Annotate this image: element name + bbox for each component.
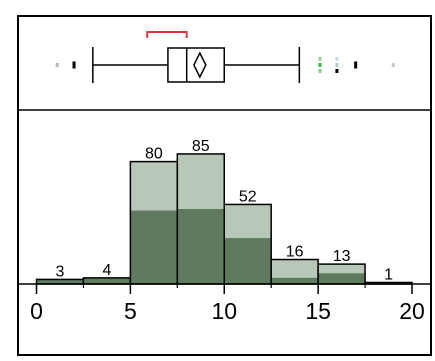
bar-count-label: 1 (384, 266, 393, 283)
outlier-point[interactable] (318, 57, 322, 61)
outlier-point[interactable] (318, 63, 322, 67)
x-axis-tick-label: 5 (124, 298, 137, 324)
chart-frame (17, 15, 432, 356)
outlier-point[interactable] (335, 63, 339, 67)
histogram-bar-selected[interactable] (130, 210, 178, 284)
bar-count-label: 4 (102, 262, 111, 279)
histogram-bar-selected[interactable] (83, 277, 131, 284)
bar-count-label: 3 (56, 263, 65, 280)
mean-diamond (193, 51, 207, 79)
bar-labels: 3 4 80 85 52 16 13 1 (56, 138, 394, 284)
outlier-point[interactable] (391, 63, 395, 67)
shortest-half-bracket (146, 31, 188, 38)
histogram-bar-selected[interactable] (177, 209, 225, 284)
histogram-bars[interactable] (35, 153, 413, 285)
outlier-point[interactable] (55, 63, 59, 67)
x-axis-tick-label: 0 (30, 298, 43, 324)
bar-count-label: 80 (145, 146, 163, 163)
outlier-point[interactable] (335, 57, 339, 61)
bar-count-label: 52 (239, 188, 257, 205)
histogram-bar-selected[interactable] (224, 238, 272, 284)
x-axis-tick-label: 10 (211, 298, 237, 324)
boxplot[interactable] (55, 31, 395, 83)
bar-count-label: 85 (192, 138, 210, 155)
outlier-point[interactable] (354, 61, 358, 69)
x-axis-tick-label: 15 (305, 298, 331, 324)
bar-count-label: 13 (333, 248, 351, 265)
quartile-box[interactable] (167, 47, 226, 83)
histogram-bar[interactable] (365, 282, 412, 284)
x-axis: 0 5 10 15 20 (18, 283, 431, 324)
histogram-bar-selected[interactable] (271, 277, 319, 284)
histogram-bar-selected[interactable] (36, 279, 84, 284)
outlier-point[interactable] (72, 61, 76, 69)
x-axis-tick-label: 20 (399, 298, 425, 324)
bar-count-label: 16 (286, 244, 304, 261)
outlier-point[interactable] (318, 69, 322, 73)
outlier-point[interactable] (335, 69, 339, 73)
histogram-bar-selected[interactable] (318, 273, 366, 284)
